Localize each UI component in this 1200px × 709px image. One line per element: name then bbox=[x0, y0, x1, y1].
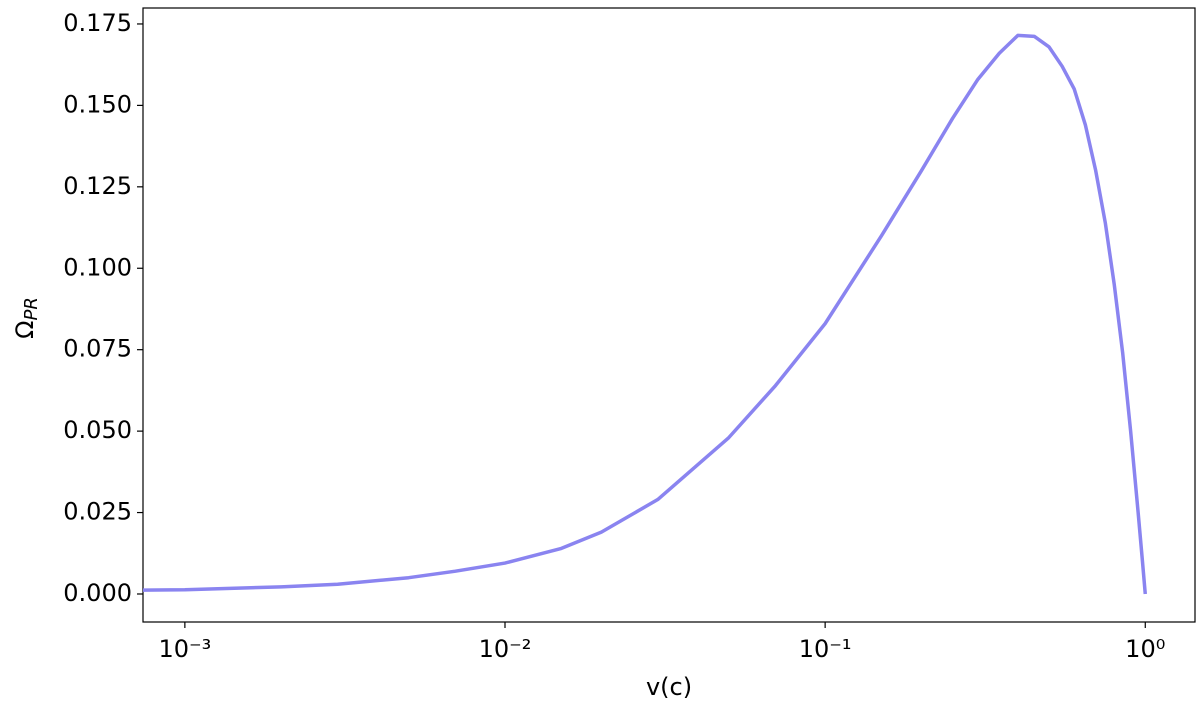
y-axis-label-symbol: Ω bbox=[11, 321, 39, 339]
x-tick-label: 10⁻² bbox=[479, 635, 532, 663]
y-tick-label: 0.150 bbox=[63, 90, 132, 118]
y-tick-label: 0.025 bbox=[63, 498, 132, 526]
y-tick-label: 0.075 bbox=[63, 335, 132, 363]
plot-frame bbox=[142, 7, 1196, 623]
y-axis-label: ΩPR bbox=[11, 297, 42, 339]
x-tick-label: 10⁻¹ bbox=[799, 635, 852, 663]
y-tick-label: 0.175 bbox=[63, 9, 132, 37]
y-axis-label-subscript: PR bbox=[21, 297, 42, 320]
y-tick-label: 0.125 bbox=[63, 172, 132, 200]
line-series bbox=[142, 33, 1148, 595]
x-axis-label: v(c) bbox=[646, 673, 692, 701]
y-tick-label: 0.100 bbox=[63, 253, 132, 281]
x-tick-label: 10⁰ bbox=[1125, 635, 1165, 663]
y-tick-label: 0.000 bbox=[63, 579, 132, 607]
y-tick-label: 0.050 bbox=[63, 416, 132, 444]
x-tick-label: 10⁻³ bbox=[158, 635, 211, 663]
